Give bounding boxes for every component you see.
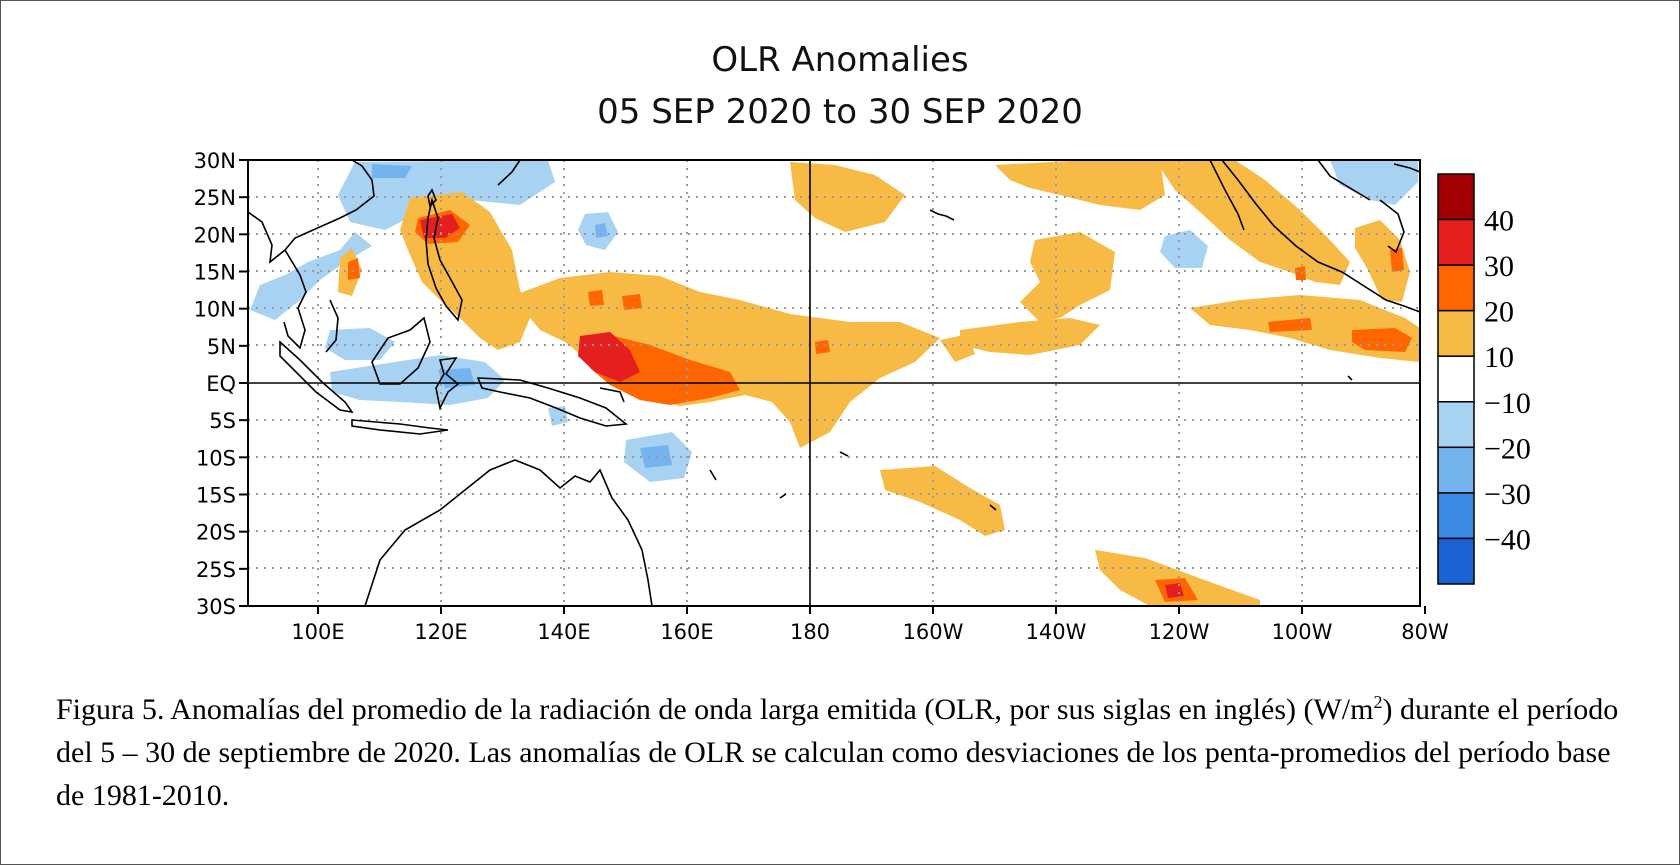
lon-tick-label: 180 xyxy=(790,620,830,644)
longitude-axis: 100E 120E 140E 160E 180 160W 140W 120W 100W 80W xyxy=(291,606,1449,644)
colorbar-label: −40 xyxy=(1484,523,1531,556)
lon-tick-label: 80W xyxy=(1401,620,1449,644)
lat-tick-label: 15S xyxy=(196,484,236,508)
lat-tick-label: 30S xyxy=(196,595,236,619)
map-date-range: 05 SEP 2020 to 30 SEP 2020 xyxy=(597,92,1083,132)
lon-tick-label: 140W xyxy=(1026,620,1087,644)
colorbar-swatch xyxy=(1437,355,1475,403)
gridlines xyxy=(248,160,1420,606)
lat-tick-label: 5S xyxy=(209,409,236,433)
colorbar-swatch xyxy=(1437,218,1475,266)
olr-anomaly-map: 30N 25N 20N 15N 10N 5N EQ 5S 10S 15S 20S 25S 30S 100… xyxy=(194,149,1531,644)
lat-tick-label: 30N xyxy=(194,149,236,173)
figure-caption: Figura 5. Anomalías del promedio de la r… xyxy=(56,688,1636,817)
lon-tick-label: 140E xyxy=(537,620,590,644)
lat-tick-label: 10N xyxy=(194,298,236,322)
colorbar-label: 40 xyxy=(1484,205,1514,238)
caption-superscript: 2 xyxy=(1373,692,1383,712)
lon-tick-label: 120E xyxy=(414,620,467,644)
caption-text-1: Figura 5. Anomalías del promedio de la r… xyxy=(56,693,1374,726)
caption-text-2: ) durante el período del 5 – 30 de septi… xyxy=(56,693,1619,812)
colorbar-label: −30 xyxy=(1484,478,1531,511)
lat-tick-label: 5N xyxy=(207,335,236,359)
colorbar-label: 30 xyxy=(1484,250,1514,283)
lat-tick-label: 15N xyxy=(194,261,236,285)
lon-tick-label: 100E xyxy=(291,620,344,644)
lon-tick-label: 120W xyxy=(1149,620,1210,644)
colorbar-label: 20 xyxy=(1484,296,1514,329)
lat-tick-label: 10S xyxy=(196,446,236,470)
colorbar-swatch xyxy=(1437,264,1475,312)
colorbar-swatch xyxy=(1437,537,1475,585)
lon-tick-label: 100W xyxy=(1272,620,1333,644)
latitude-axis: 30N 25N 20N 15N 10N 5N EQ 5S 10S 15S 20S 25S 30S xyxy=(194,149,248,619)
colorbar-swatch xyxy=(1437,309,1475,357)
lat-tick-label: 20N xyxy=(194,223,236,247)
colorbar-swatch xyxy=(1437,401,1475,449)
lon-tick-label: 160W xyxy=(903,620,964,644)
colorbar: 40 30 20 10 −10 −20 −30 −40 xyxy=(1437,173,1531,585)
lat-tick-label: EQ xyxy=(206,372,236,396)
lat-tick-label: 25S xyxy=(196,558,236,582)
colorbar-label: −20 xyxy=(1484,432,1531,465)
colorbar-swatch xyxy=(1437,173,1475,221)
coastlines xyxy=(248,160,1420,606)
anomaly-fields xyxy=(250,160,1420,606)
colorbar-swatch xyxy=(1437,446,1475,494)
colorbar-swatch xyxy=(1437,492,1475,540)
colorbar-label: −10 xyxy=(1484,387,1531,420)
lat-tick-label: 20S xyxy=(196,521,236,545)
lat-tick-label: 25N xyxy=(194,186,236,210)
colorbar-label: 10 xyxy=(1484,341,1514,374)
lon-tick-label: 160E xyxy=(660,620,713,644)
map-title: OLR Anomalies xyxy=(711,40,969,80)
